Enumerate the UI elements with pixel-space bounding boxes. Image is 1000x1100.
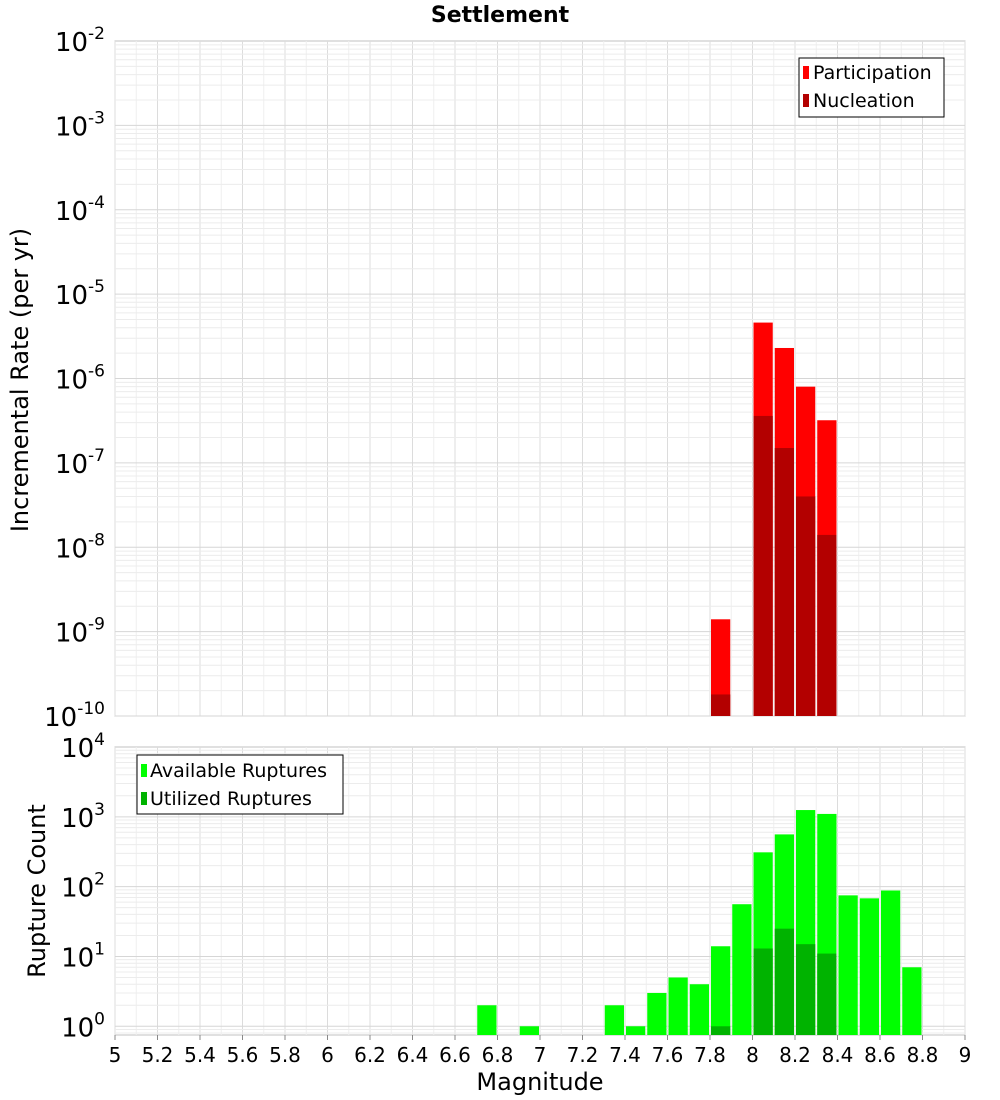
count-bar-available-ruptures <box>838 895 858 1035</box>
rate-bar-nucleation <box>796 496 816 716</box>
x-tick-label: 5 <box>109 1043 122 1067</box>
y-tick-label: 10-3 <box>55 108 105 142</box>
x-tick-label: 5.2 <box>142 1043 174 1067</box>
x-tick-label: 8.4 <box>822 1043 854 1067</box>
available-legend-label: Available Ruptures <box>150 760 327 782</box>
y-tick-label: 102 <box>61 870 105 904</box>
count-bar-available-ruptures <box>477 1005 497 1035</box>
available-legend-swatch <box>141 764 147 777</box>
x-tick-label: 8.6 <box>864 1043 896 1067</box>
count-bar-available-ruptures <box>626 1026 646 1035</box>
y-tick-label: 103 <box>61 800 105 834</box>
count-bar-available-ruptures <box>881 890 901 1035</box>
y-tick-label: 10-8 <box>55 530 105 564</box>
count-bar-available-ruptures <box>647 992 667 1035</box>
y-tick-label: 10-5 <box>55 277 105 311</box>
rate-y-axis-label: Incremental Rate (per yr) <box>6 228 34 532</box>
x-tick-label: 7.8 <box>694 1043 726 1067</box>
rate-y-ticks: 10-10 10-9 10-8 10-7 10-6 10-5 10-4 10-3 10-2 <box>44 24 105 733</box>
count-y-axis-label: Rupture Count <box>23 804 51 978</box>
count-bar-available-ruptures <box>732 904 752 1035</box>
rate-legend-box <box>798 57 945 118</box>
x-tick-label: 6.8 <box>482 1043 514 1067</box>
y-tick-label: 10-2 <box>55 24 105 58</box>
rate-bar-nucleation <box>817 534 837 716</box>
count-bar-utilized-ruptures <box>796 944 816 1035</box>
count-legend-box <box>136 754 344 815</box>
y-tick-label: 10-4 <box>55 193 105 227</box>
x-tick-label: 5.6 <box>227 1043 259 1067</box>
participation-legend-swatch <box>803 66 809 79</box>
rate-legend: Participation Nucleation <box>798 57 945 118</box>
y-tick-label: 10-9 <box>55 615 105 649</box>
participation-legend-label: Participation <box>813 62 932 84</box>
count-bar-utilized-ruptures <box>753 948 773 1035</box>
y-tick-label: 104 <box>61 730 105 764</box>
y-tick-label: 101 <box>61 939 105 973</box>
count-bar-available-ruptures <box>902 967 922 1035</box>
x-tick-label: 7.2 <box>567 1043 599 1067</box>
count-bar-utilized-ruptures <box>817 953 837 1035</box>
count-bar-available-ruptures <box>859 898 879 1035</box>
count-x-ticks: 5 5.2 5.4 5.6 5.8 6 6.2 6.4 6.6 6.8 7 7.2 7.4 7.6 7.8 8… <box>109 1035 972 1067</box>
x-tick-label: 8.2 <box>779 1043 811 1067</box>
rate-bar-participation <box>711 619 731 716</box>
count-bar-utilized-ruptures <box>774 928 794 1035</box>
count-bar-available-ruptures <box>604 1005 624 1035</box>
x-tick-label: 7 <box>534 1043 547 1067</box>
count-gridlines <box>114 747 966 1035</box>
count-bar-available-ruptures <box>711 946 731 1035</box>
count-bar-utilized-ruptures <box>711 1026 731 1035</box>
rate-bar-nucleation <box>711 694 731 716</box>
count-panel: 100 101 102 103 104 5 5.2 5.4 5.6 5.8 6 6.2 6.4 6.6 6… <box>23 730 971 1096</box>
count-y-ticks: 100 101 102 103 104 <box>61 730 105 1043</box>
y-tick-label: 10-6 <box>55 362 105 396</box>
x-tick-label: 5.4 <box>184 1043 216 1067</box>
x-tick-label: 6.6 <box>439 1043 471 1067</box>
count-legend: Available Ruptures Utilized Ruptures <box>136 754 344 815</box>
x-tick-label: 6 <box>321 1043 334 1067</box>
magnitude-x-axis-label: Magnitude <box>476 1068 603 1096</box>
x-tick-label: 8 <box>746 1043 759 1067</box>
chart-title: Settlement <box>431 3 570 28</box>
rate-gridlines <box>114 41 966 717</box>
count-bar-available-ruptures <box>689 984 709 1035</box>
utilized-legend-label: Utilized Ruptures <box>150 788 312 810</box>
y-tick-label: 10-10 <box>44 699 105 733</box>
x-tick-label: 8.8 <box>907 1043 939 1067</box>
y-tick-label: 10-7 <box>55 446 105 480</box>
y-tick-label: 100 <box>61 1009 105 1043</box>
nucleation-legend-label: Nucleation <box>813 90 915 112</box>
count-bars <box>477 810 922 1035</box>
x-tick-label: 6.2 <box>354 1043 386 1067</box>
x-tick-label: 9 <box>959 1043 972 1067</box>
x-tick-label: 6.4 <box>397 1043 429 1067</box>
x-tick-label: 7.6 <box>652 1043 684 1067</box>
count-bar-available-ruptures <box>668 977 688 1035</box>
x-tick-label: 5.8 <box>269 1043 301 1067</box>
rate-bars <box>711 322 837 716</box>
x-tick-label: 7.4 <box>609 1043 641 1067</box>
count-bar-available-ruptures <box>519 1026 539 1035</box>
rate-bar-nucleation <box>774 448 794 716</box>
rate-bar-nucleation <box>753 415 773 716</box>
rate-panel: Settlement 10-10 10-9 10-8 10-7 10-6 10-5 10-4… <box>6 3 966 733</box>
utilized-legend-swatch <box>141 792 147 805</box>
nucleation-legend-swatch <box>803 94 809 107</box>
